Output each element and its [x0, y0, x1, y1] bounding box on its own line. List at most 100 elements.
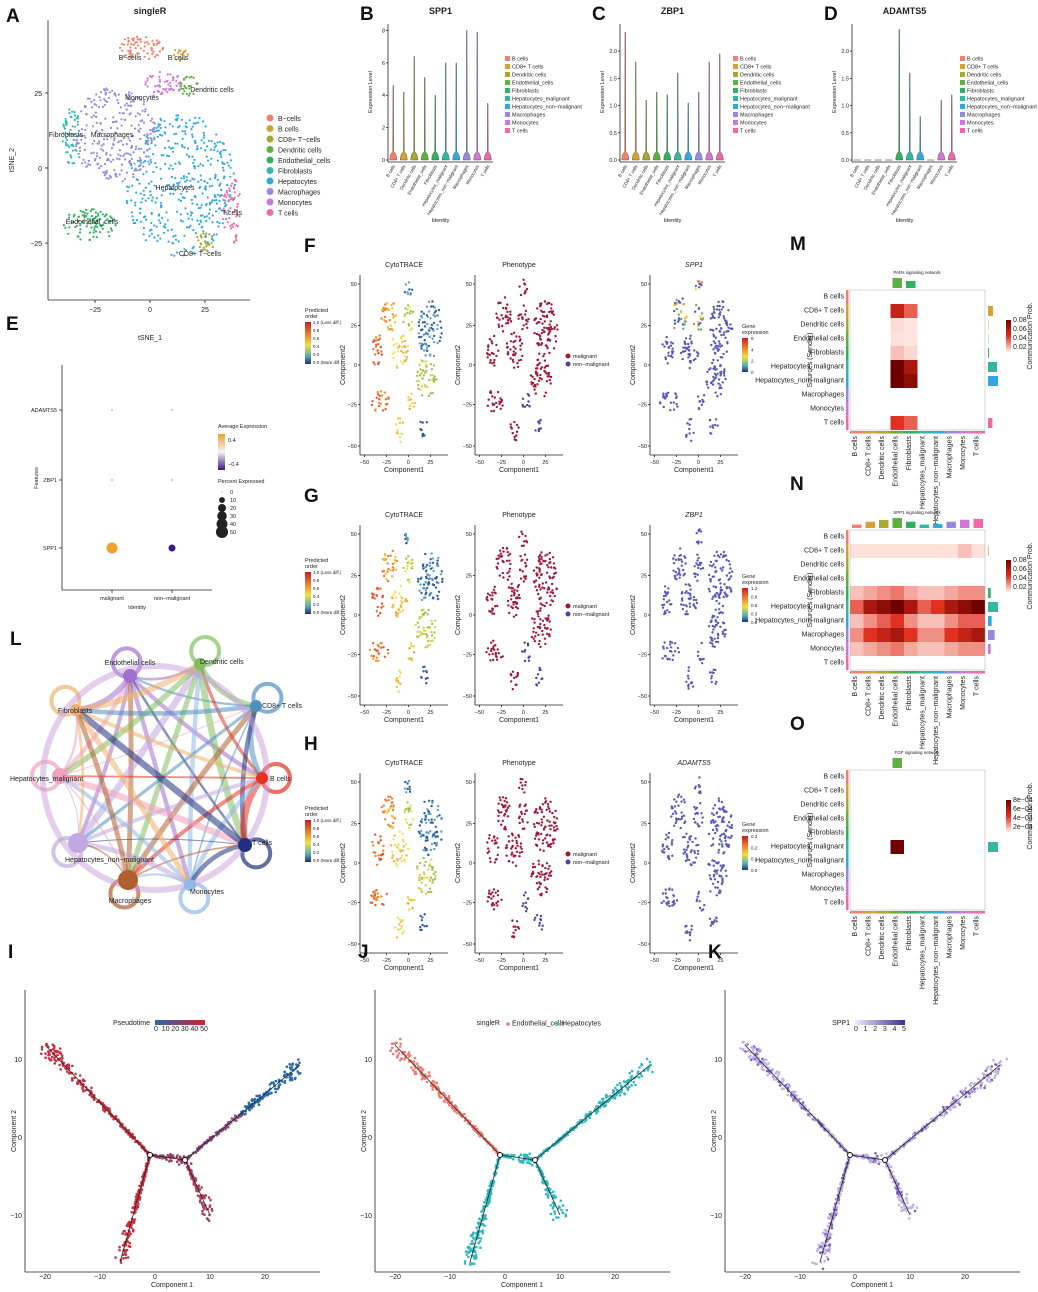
cell-point — [682, 327, 685, 330]
cell-point — [380, 394, 384, 397]
cell-point — [380, 806, 383, 809]
cell-point — [400, 346, 404, 349]
cell-point — [190, 212, 194, 215]
cell-point — [217, 225, 220, 228]
cell-point — [524, 784, 527, 787]
legend-label: T cells — [512, 129, 528, 135]
cell-point — [688, 423, 691, 426]
cell-point — [724, 377, 727, 381]
cell-point — [51, 1043, 55, 1046]
cell-point — [403, 355, 406, 358]
legend-swatch — [505, 104, 510, 109]
cell-point — [713, 593, 717, 596]
cell-point — [166, 229, 170, 232]
cell-point — [419, 914, 422, 918]
cell-point — [122, 143, 125, 146]
cell-point — [225, 191, 228, 194]
col-strip — [931, 431, 945, 434]
cell-point — [684, 342, 687, 346]
cell-point — [680, 815, 684, 818]
cell-point — [534, 579, 538, 582]
x-tick-label: B cells — [849, 163, 860, 178]
legend-tick: 40 — [230, 522, 236, 528]
cell-point — [69, 128, 72, 131]
cell-point — [407, 898, 411, 901]
cell-point — [527, 659, 531, 662]
cell-point — [399, 605, 403, 608]
cell-point — [189, 224, 192, 227]
cell-point — [696, 849, 700, 853]
cell-point — [422, 848, 425, 852]
cell-point — [177, 184, 180, 187]
row-label: Dendritic cells — [800, 802, 844, 809]
heat-cell — [931, 586, 945, 600]
cell-point — [393, 558, 397, 562]
cell-point — [374, 833, 377, 836]
cell-point — [522, 540, 526, 543]
cell-point — [394, 314, 398, 317]
cell-point — [143, 55, 146, 58]
cell-point — [713, 804, 717, 807]
cell-point — [428, 863, 431, 866]
cell-point — [710, 821, 713, 824]
cell-point — [402, 351, 405, 354]
cell-point — [683, 555, 686, 558]
legend-tick: 0.3 — [751, 834, 758, 839]
cell-point — [167, 155, 171, 158]
cell-point — [131, 99, 134, 102]
cell-point — [411, 659, 414, 662]
cell-point — [524, 577, 527, 581]
cell-point — [374, 353, 377, 356]
cell-point — [486, 841, 489, 844]
legend-title: Predicted — [305, 558, 328, 564]
legend-swatch — [266, 125, 274, 132]
cell-point — [723, 368, 726, 371]
cell-point — [395, 685, 399, 689]
legend-swatch — [733, 72, 738, 77]
cell-point — [709, 641, 712, 644]
cell-point — [713, 316, 716, 320]
cell-point — [712, 358, 715, 362]
cell-point — [717, 345, 720, 348]
cell-point — [495, 343, 498, 347]
row-strip — [846, 530, 849, 544]
cell-point — [721, 877, 724, 880]
cell-point — [98, 132, 102, 135]
cell-point — [419, 928, 422, 931]
cell-point — [711, 616, 714, 619]
row-strip — [846, 402, 849, 416]
cell-point — [181, 130, 184, 133]
legend-label: B cells — [512, 57, 528, 63]
cell-point — [417, 580, 420, 583]
cell-point — [671, 904, 674, 907]
cell-point — [422, 670, 425, 673]
cell-point — [671, 347, 674, 350]
x-tick-label: −50 — [650, 460, 659, 466]
cell-point — [403, 345, 406, 348]
cell-point — [423, 586, 426, 590]
col-label: Hepatocytes_malignant — [919, 676, 926, 749]
cell-point — [151, 39, 154, 42]
cell-point — [134, 115, 137, 118]
cell-point — [544, 825, 547, 828]
legend-swatch — [733, 104, 738, 109]
cell-point — [673, 322, 677, 325]
cell-point — [380, 317, 383, 320]
col-label: Dendritic cells — [879, 916, 886, 960]
cell-point — [421, 434, 425, 437]
cell-point — [725, 595, 728, 598]
cell-point — [543, 876, 547, 879]
cell-point — [537, 555, 541, 558]
cell-point — [717, 594, 721, 597]
cell-point — [431, 373, 434, 377]
col-label: Endothelial cells — [892, 916, 899, 967]
cell-point — [137, 129, 140, 132]
cell-point — [674, 392, 677, 396]
cell-point — [545, 314, 549, 317]
legend-title: order — [305, 812, 318, 818]
cell-point — [371, 596, 375, 600]
cell-point — [202, 131, 205, 134]
cell-point — [537, 863, 541, 866]
cell-point — [107, 159, 110, 162]
cell-point — [145, 36, 148, 39]
